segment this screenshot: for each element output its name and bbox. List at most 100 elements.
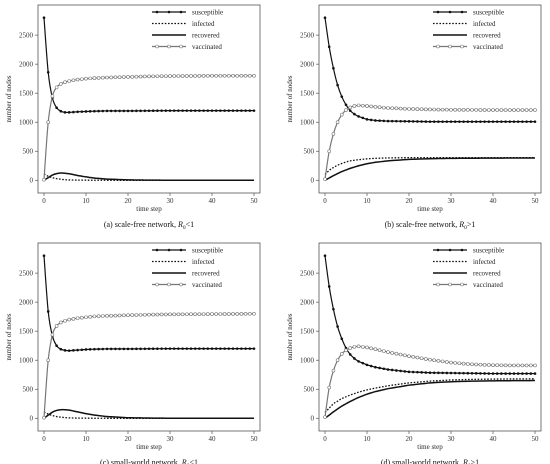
point-d-vaccinated-30 [449,360,453,365]
legend-marker-d-vaccinated-2 [460,282,464,287]
legend-marker-d-vaccinated-1 [448,282,452,287]
point-c-vaccinated-4 [58,320,63,325]
point-b-vaccinated-34 [465,108,470,112]
y-tick-label-a-4: 2000 [19,61,34,69]
point-a-susceptible-4 [59,109,63,113]
point-a-susceptible-47 [240,109,243,112]
point-c-susceptible-29 [164,347,168,350]
x-tick-label-a-2: 20 [125,197,133,205]
point-c-susceptible-15 [105,347,109,351]
point-c-susceptible-22 [135,347,138,351]
point-d-vaccinated-24 [423,357,428,361]
y-tick-label-c-4: 2000 [19,299,34,307]
point-c-susceptible-47 [240,347,243,350]
point-b-susceptible-35 [470,120,474,123]
point-c-vaccinated-15 [105,314,109,318]
point-b-vaccinated-13 [377,105,382,110]
point-a-susceptible-33 [181,109,184,112]
point-c-vaccinated-27 [155,312,160,317]
point-b-susceptible-17 [395,119,398,123]
point-b-susceptible-22 [416,120,419,123]
point-d-susceptible-1 [327,285,331,288]
point-a-susceptible-11 [88,110,92,113]
point-a-vaccinated-4 [58,82,63,86]
point-b-vaccinated-20 [407,107,411,111]
point-b-vaccinated-35 [470,108,474,112]
point-d-vaccinated-7 [352,345,357,349]
point-a-susceptible-22 [135,109,138,113]
series-line-b-vaccinated [324,104,535,180]
point-a-susceptible-31 [172,109,176,112]
point-b-vaccinated-31 [453,107,458,112]
point-c-vaccinated-17 [113,313,118,318]
point-d-vaccinated-34 [465,362,470,366]
point-b-susceptible-9 [361,116,365,120]
x-tick-label-b-2: 20 [406,197,414,205]
legend-marker-d-susceptible-0 [436,248,440,252]
point-c-susceptible-20 [126,347,130,351]
point-b-susceptible-5 [344,103,348,107]
point-c-vaccinated-38 [201,312,206,316]
x-tick-label-b-4: 40 [490,197,498,205]
point-c-vaccinated-39 [206,312,210,316]
x-tick-label-d-5: 50 [532,435,540,443]
point-c-vaccinated-28 [159,312,164,317]
point-c-susceptible-43 [223,347,226,350]
y-tick-label-b-5: 2500 [300,32,315,40]
point-b-vaccinated-39 [486,108,491,112]
series-markers-b-susceptible [323,16,537,123]
point-b-vaccinated-49 [528,108,533,112]
point-b-vaccinated-32 [457,108,462,112]
point-d-susceptible-24 [424,371,428,374]
point-a-susceptible-35 [189,109,193,112]
point-a-vaccinated-15 [105,75,109,80]
point-b-susceptible-14 [382,119,386,123]
point-a-susceptible-1 [46,70,50,74]
y-tick-label-b-2: 1000 [300,119,315,127]
point-c-vaccinated-13 [96,314,101,318]
point-b-susceptible-4 [340,95,344,98]
y-tick-label-a-0: 0 [30,177,34,185]
x-tick-label-c-4: 40 [209,435,217,443]
point-c-susceptible-0 [42,254,46,258]
point-d-susceptible-50 [533,372,537,375]
series-markers-a-susceptible [42,16,256,114]
point-d-vaccinated-22 [415,355,420,360]
point-c-susceptible-1 [46,310,50,313]
series-line-a-susceptible [43,17,254,114]
point-d-vaccinated-21 [411,355,416,359]
point-b-susceptible-32 [458,120,461,123]
point-d-vaccinated-35 [470,362,474,367]
point-c-vaccinated-45 [231,312,235,316]
y-tick-label-c-3: 1500 [19,328,34,336]
legend-marker-c-vaccinated-1 [167,282,171,287]
point-b-susceptible-7 [353,112,356,116]
point-d-vaccinated-10 [365,345,369,350]
point-b-susceptible-2 [332,66,335,70]
point-c-vaccinated-14 [101,314,105,318]
legend-marker-a-vaccinated-0 [155,44,159,49]
point-c-susceptible-13 [97,347,100,351]
point-a-vaccinated-48 [243,73,248,78]
point-c-susceptible-10 [84,348,88,351]
point-d-susceptible-10 [365,363,369,367]
legend-label-a-susceptible: susceptible [192,8,223,16]
y-tick-label-a-5: 2500 [19,32,34,40]
point-c-susceptible-27 [156,347,159,351]
point-b-vaccinated-12 [373,105,378,109]
legend-label-d-vaccinated: vaccinated [473,281,503,289]
point-a-susceptible-32 [177,109,180,112]
point-b-vaccinated-48 [524,108,529,112]
point-c-susceptible-50 [252,347,256,350]
chart-b: 0 500 1000 1500 2000 2500 0 10 20 30 40 50 time step… [286,4,542,231]
legend-label-a-vaccinated: vaccinated [192,43,222,51]
point-c-vaccinated-26 [151,312,155,317]
point-c-susceptible-35 [189,347,193,350]
point-b-susceptible-47 [521,120,524,123]
point-b-vaccinated-1 [327,149,332,154]
point-d-vaccinated-14 [381,349,386,353]
point-d-susceptible-12 [374,365,377,369]
y-tick-label-a-2: 1000 [19,119,34,127]
point-b-vaccinated-24 [423,107,428,112]
point-b-susceptible-36 [474,120,478,123]
